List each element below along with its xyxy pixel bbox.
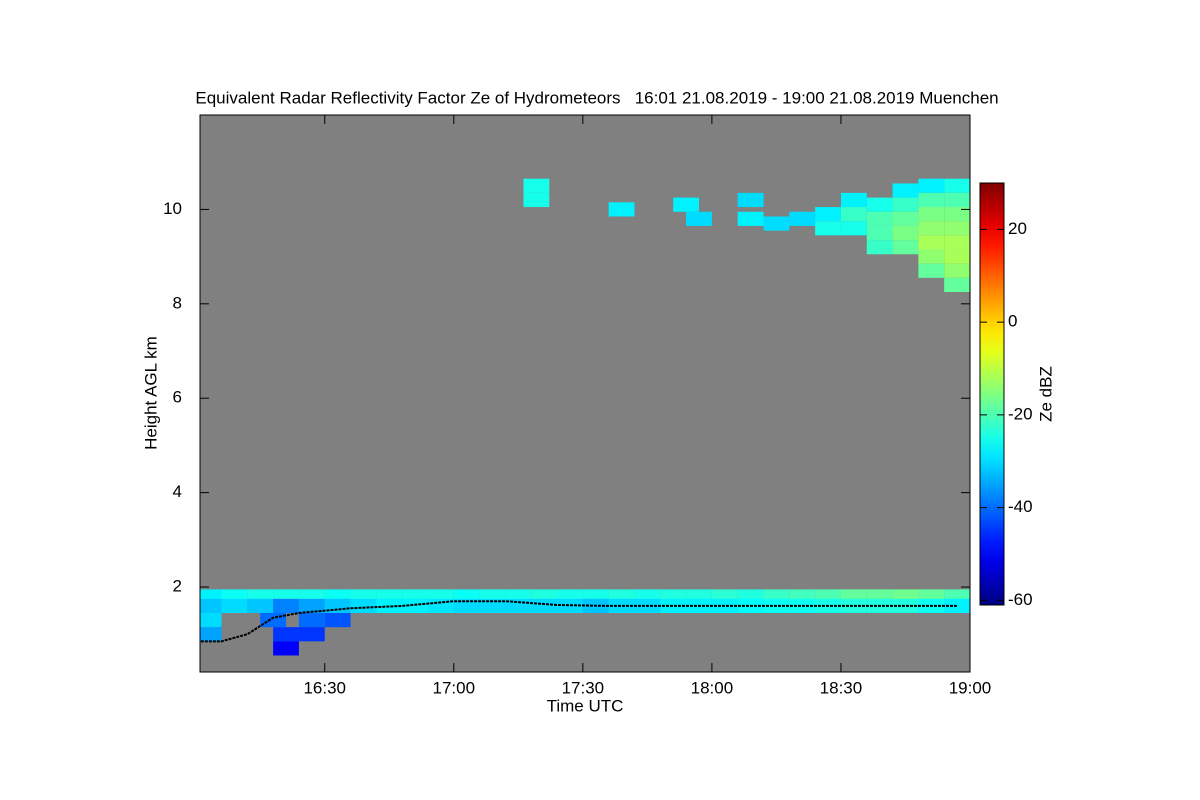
- echo-cell: [298, 627, 325, 642]
- echo-cell: [944, 249, 970, 264]
- echo-cell: [273, 641, 299, 656]
- echo-cell: [892, 598, 919, 613]
- echo-cell: [221, 598, 248, 613]
- echo-cell: [247, 598, 274, 613]
- colorbar-label: Ze dBZ: [1036, 366, 1055, 422]
- colorbar-tick-label: -20: [1008, 404, 1033, 423]
- echo-cell: [273, 627, 299, 642]
- echo-cell: [866, 197, 893, 212]
- echo-cell: [866, 240, 893, 255]
- echo-cell: [763, 216, 790, 231]
- colorbar-tick-label: 0: [1008, 312, 1017, 331]
- echo-cell: [866, 211, 893, 226]
- echo-cell: [260, 612, 287, 628]
- y-tick-label: 10: [163, 199, 182, 218]
- echo-cell: [944, 207, 970, 222]
- x-tick-label: 17:30: [562, 678, 605, 697]
- echo-cell: [918, 221, 945, 236]
- echo-cell: [918, 192, 945, 208]
- echo-cell: [200, 627, 222, 642]
- y-tick-label: 8: [173, 293, 182, 312]
- echo-cell: [479, 598, 506, 613]
- echo-cell: [840, 598, 867, 613]
- echo-cell: [918, 178, 945, 193]
- echo-cell: [944, 178, 970, 193]
- y-tick-label: 6: [173, 388, 182, 407]
- echo-cell: [815, 207, 841, 222]
- echo-cell: [840, 221, 867, 236]
- echo-cell: [944, 192, 970, 208]
- plot-frame: [199, 114, 971, 673]
- echo-cell: [892, 211, 919, 226]
- echo-cell: [737, 192, 764, 208]
- echo-cell: [944, 277, 970, 293]
- echo-cell: [892, 197, 919, 212]
- echo-cell: [660, 598, 687, 613]
- echo-cell: [840, 207, 867, 222]
- echo-cell: [686, 211, 712, 226]
- echo-cell: [918, 235, 945, 250]
- colorbar: [979, 182, 1005, 606]
- echo-cell: [815, 221, 841, 236]
- echo-cell: [200, 598, 222, 613]
- y-axis-label: Height AGL km: [141, 336, 160, 450]
- echo-cell: [944, 263, 970, 278]
- echo-cell: [944, 235, 970, 250]
- echo-cell: [918, 263, 945, 278]
- x-tick-label: 18:00: [691, 678, 734, 697]
- x-axis-label: Time UTC: [547, 696, 624, 715]
- echo-cell: [866, 225, 893, 241]
- echo-cell: [531, 598, 558, 613]
- echo-cell: [523, 192, 550, 208]
- echo-cell: [737, 211, 764, 226]
- echo-cell: [892, 183, 919, 198]
- colorbar-tick-label: 20: [1008, 219, 1027, 238]
- echo-cell: [273, 598, 299, 613]
- colorbar-tick-label: -60: [1008, 590, 1033, 609]
- echo-cell: [298, 612, 325, 628]
- y-tick-label: 4: [173, 482, 182, 501]
- echo-cell: [324, 612, 351, 628]
- x-tick-label: 17:00: [433, 678, 476, 697]
- echo-cell: [918, 207, 945, 222]
- echo-cell: [608, 202, 635, 217]
- echo-cell: [608, 598, 635, 613]
- chart-title: Equivalent Radar Reflectivity Factor Ze …: [195, 88, 998, 107]
- echo-cell: [918, 249, 945, 264]
- cloud-base-line: [200, 600, 958, 643]
- echo-cell: [298, 598, 325, 613]
- echo-cell: [892, 240, 919, 255]
- echo-cell: [944, 598, 970, 613]
- echo-cell: [505, 598, 532, 613]
- echo-cell: [892, 225, 919, 241]
- echo-cell: [944, 221, 970, 236]
- x-tick-label: 16:30: [303, 678, 346, 697]
- echo-cell: [840, 192, 867, 208]
- echo-cell: [200, 612, 222, 628]
- echo-cell: [523, 178, 550, 193]
- x-tick-label: 18:30: [820, 678, 863, 697]
- echo-field: [200, 178, 970, 656]
- echo-cell: [557, 598, 583, 613]
- echo-cell: [453, 598, 480, 613]
- echo-cell: [402, 598, 428, 613]
- echo-cell: [427, 598, 454, 613]
- echo-cell: [673, 197, 699, 212]
- echo-cell: [350, 598, 377, 613]
- echo-cell: [789, 211, 816, 226]
- y-tick-label: 2: [173, 577, 182, 596]
- x-tick-label: 19:00: [949, 678, 992, 697]
- colorbar-tick-label: -40: [1008, 497, 1033, 516]
